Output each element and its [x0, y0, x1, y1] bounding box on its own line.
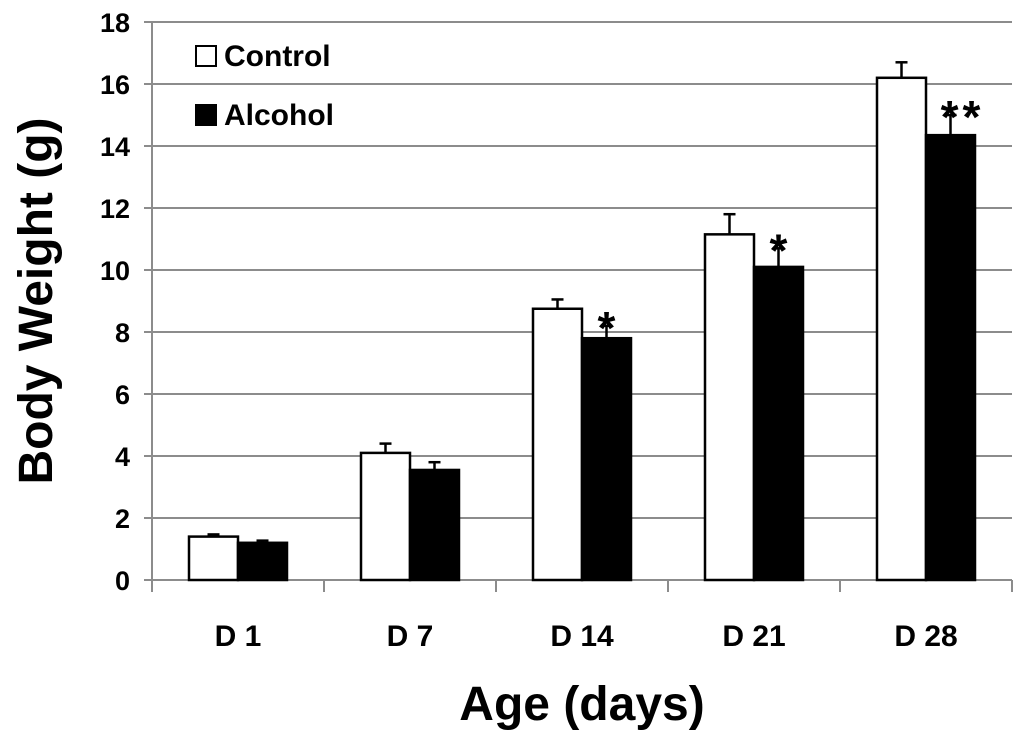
y-tick-label: 14: [100, 132, 130, 162]
y-axis-title: Body Weight (g): [10, 117, 63, 484]
y-tick-label: 0: [115, 566, 130, 596]
labels: 0 2 4 6 8 10 12 14 16 18 D 1 D 7 D 14 * D 21 * D 28 **: [100, 8, 985, 653]
bar-control: [875, 76, 928, 582]
bar-control: [531, 307, 584, 582]
y-tick-label: 16: [100, 70, 130, 100]
y-tick-label: 10: [100, 256, 130, 286]
bars: [187, 61, 977, 582]
bar-alcohol: [752, 265, 805, 582]
significance-marker: **: [941, 91, 985, 143]
x-tick-label: D 21: [722, 620, 785, 653]
legend-label-alcohol: Alcohol: [224, 99, 334, 132]
legend-swatch-control: [195, 45, 217, 67]
bar-control: [187, 535, 240, 582]
bar-alcohol: [580, 336, 633, 582]
gridlines: [152, 21, 1012, 519]
legend-label-control: Control: [224, 40, 331, 73]
x-tick-label: D 1: [215, 620, 262, 653]
x-tick-label: D 7: [387, 620, 434, 653]
y-tick-label: 4: [115, 442, 130, 472]
bar-alcohol: [236, 541, 289, 582]
legend-swatch-alcohol: [195, 104, 217, 126]
y-tick-label: 8: [115, 318, 130, 348]
y-tick-label: 6: [115, 380, 130, 410]
x-axis-title: Age (days): [459, 678, 704, 731]
legend: Control Alcohol: [195, 40, 334, 132]
bar-alcohol: [924, 133, 977, 582]
x-tick-label: D 14: [550, 620, 614, 653]
x-tick-label: D 28: [894, 620, 957, 653]
y-tick-label: 2: [115, 504, 130, 534]
significance-marker: *: [770, 224, 788, 276]
y-tick-label: 18: [100, 8, 130, 38]
bar-control: [359, 451, 412, 582]
bar-control: [703, 233, 756, 582]
y-tick-label: 12: [100, 194, 130, 224]
bar-alcohol: [408, 468, 461, 582]
significance-marker: *: [598, 302, 616, 354]
